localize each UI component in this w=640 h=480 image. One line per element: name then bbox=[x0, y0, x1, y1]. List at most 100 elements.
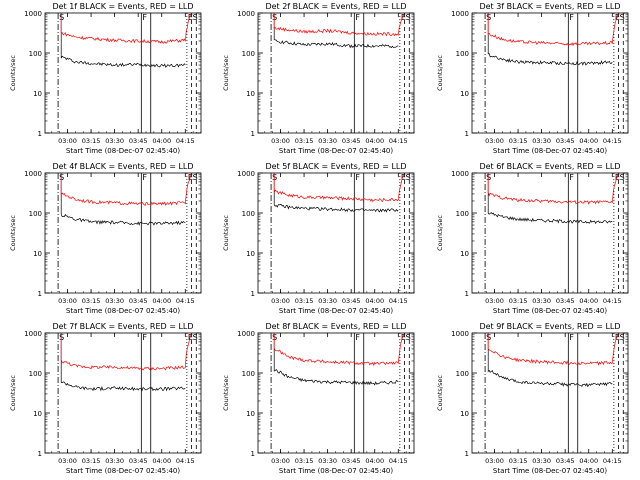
chart-panel-9: Det 9f BLACK = Events, RED = LLD Counts/s… bbox=[436, 322, 629, 475]
chart-title: Det 5f BLACK = Events, RED = LLD bbox=[265, 162, 406, 171]
chart-title: Det 7f BLACK = Events, RED = LLD bbox=[52, 322, 193, 331]
time-marker-label: S bbox=[59, 173, 64, 182]
x-tick-label: 04:15 bbox=[603, 457, 622, 465]
series-events-line bbox=[60, 173, 186, 226]
time-marker-label: S bbox=[59, 13, 64, 22]
series-lld-line bbox=[487, 332, 619, 366]
y-tick-label: 1 bbox=[38, 130, 42, 138]
y-tick-label: 100 bbox=[29, 210, 42, 218]
time-marker-label: F bbox=[569, 13, 574, 22]
time-marker-label: F bbox=[355, 333, 360, 342]
x-tick-label: 04:15 bbox=[603, 297, 622, 305]
x-tick-label: 04:15 bbox=[603, 137, 622, 145]
series-events-line bbox=[487, 13, 613, 66]
plot-frame bbox=[44, 332, 202, 454]
y-axis-label: Counts/sec bbox=[436, 55, 444, 91]
x-tick-label: 04:15 bbox=[176, 297, 195, 305]
time-marker-label: F bbox=[142, 333, 147, 342]
y-tick-label: 1 bbox=[465, 290, 469, 298]
time-marker-label: E bbox=[615, 13, 620, 22]
chart-panel-6: Det 6f BLACK = Events, RED = LLD Counts/s… bbox=[436, 162, 629, 315]
x-tick-label: 03:00 bbox=[271, 457, 290, 465]
y-axis-label: Counts/sec bbox=[436, 215, 444, 251]
y-tick-label: 100 bbox=[242, 370, 255, 378]
x-tick-label: 03:15 bbox=[509, 137, 528, 145]
x-tick-label: 03:15 bbox=[295, 137, 314, 145]
x-tick-label: 03:45 bbox=[129, 137, 148, 145]
x-axis-label: Start Time (08-Dec-07 02:45:40) bbox=[279, 307, 393, 315]
plot-frame bbox=[471, 12, 629, 134]
x-tick-label: 03:45 bbox=[342, 297, 361, 305]
time-marker-label: S bbox=[486, 333, 491, 342]
plot-frame bbox=[257, 332, 415, 454]
x-tick-label: 03:00 bbox=[58, 137, 77, 145]
y-axis-label: Counts/sec bbox=[222, 375, 230, 411]
x-tick-label: 03:30 bbox=[318, 457, 337, 465]
time-marker-label: F bbox=[142, 13, 147, 22]
x-tick-label: 03:30 bbox=[318, 137, 337, 145]
y-tick-label: 100 bbox=[242, 50, 255, 58]
series-lld-line bbox=[60, 332, 192, 371]
time-marker-label: S bbox=[486, 173, 491, 182]
y-tick-label: 1000 bbox=[237, 170, 255, 178]
time-marker-label: F bbox=[569, 333, 574, 342]
plot-frame bbox=[471, 332, 629, 454]
time-marker-label: E bbox=[188, 13, 193, 22]
x-tick-label: 03:15 bbox=[82, 297, 101, 305]
x-tick-label: 04:15 bbox=[176, 457, 195, 465]
x-axis-label: Start Time (08-Dec-07 02:45:40) bbox=[66, 467, 180, 475]
x-tick-label: 04:00 bbox=[579, 457, 598, 465]
x-tick-label: 03:30 bbox=[105, 297, 124, 305]
plot-frame bbox=[44, 12, 202, 134]
y-axis-label: Counts/sec bbox=[222, 215, 230, 251]
plot-frame bbox=[257, 172, 415, 294]
time-marker-label: E bbox=[401, 333, 406, 342]
x-tick-label: 03:15 bbox=[82, 457, 101, 465]
time-marker-label: S bbox=[59, 333, 64, 342]
x-tick-label: 03:30 bbox=[105, 137, 124, 145]
x-tick-label: 03:30 bbox=[532, 297, 551, 305]
time-marker-label: S bbox=[193, 13, 198, 22]
x-tick-label: 04:15 bbox=[176, 137, 195, 145]
series-events-line bbox=[487, 173, 613, 225]
chart-panel-5: Det 5f BLACK = Events, RED = LLD Counts/s… bbox=[222, 162, 415, 315]
y-tick-label: 1 bbox=[251, 130, 255, 138]
series-lld-line bbox=[273, 172, 405, 202]
time-marker-label: F bbox=[142, 173, 147, 182]
time-marker-label: S bbox=[406, 13, 411, 22]
y-tick-label: 100 bbox=[29, 50, 42, 58]
y-axis-label: Counts/sec bbox=[436, 375, 444, 411]
x-tick-label: 03:15 bbox=[295, 457, 314, 465]
x-tick-label: 03:45 bbox=[342, 137, 361, 145]
time-marker-label: S bbox=[620, 333, 625, 342]
time-marker-label: F bbox=[355, 173, 360, 182]
x-tick-label: 04:15 bbox=[389, 297, 408, 305]
series-lld-line bbox=[60, 12, 192, 44]
x-axis-label: Start Time (08-Dec-07 02:45:40) bbox=[66, 307, 180, 315]
y-tick-label: 1 bbox=[251, 290, 255, 298]
x-tick-label: 03:00 bbox=[485, 137, 504, 145]
x-tick-label: 03:45 bbox=[129, 297, 148, 305]
x-tick-label: 03:45 bbox=[342, 457, 361, 465]
time-marker-label: S bbox=[486, 13, 491, 22]
y-tick-label: 100 bbox=[456, 210, 469, 218]
x-tick-label: 03:15 bbox=[509, 457, 528, 465]
y-axis-label: Counts/sec bbox=[222, 55, 230, 91]
time-marker-label: S bbox=[193, 333, 198, 342]
y-tick-label: 1 bbox=[465, 450, 469, 458]
chart-title: Det 9f BLACK = Events, RED = LLD bbox=[479, 322, 620, 331]
x-tick-label: 03:00 bbox=[58, 457, 77, 465]
time-marker-label: E bbox=[401, 173, 406, 182]
time-marker-label: S bbox=[272, 13, 277, 22]
series-lld-line bbox=[273, 12, 405, 37]
y-tick-label: 1 bbox=[38, 450, 42, 458]
x-tick-label: 04:00 bbox=[365, 137, 384, 145]
x-tick-label: 03:45 bbox=[129, 457, 148, 465]
time-marker-label: S bbox=[406, 173, 411, 182]
time-marker-label: S bbox=[272, 173, 277, 182]
series-events-line bbox=[273, 333, 399, 386]
series-events-line bbox=[273, 173, 399, 213]
series-lld-line bbox=[60, 172, 192, 206]
chart-title: Det 4f BLACK = Events, RED = LLD bbox=[52, 162, 193, 171]
chart-panel-3: Det 3f BLACK = Events, RED = LLD Counts/s… bbox=[436, 2, 629, 155]
